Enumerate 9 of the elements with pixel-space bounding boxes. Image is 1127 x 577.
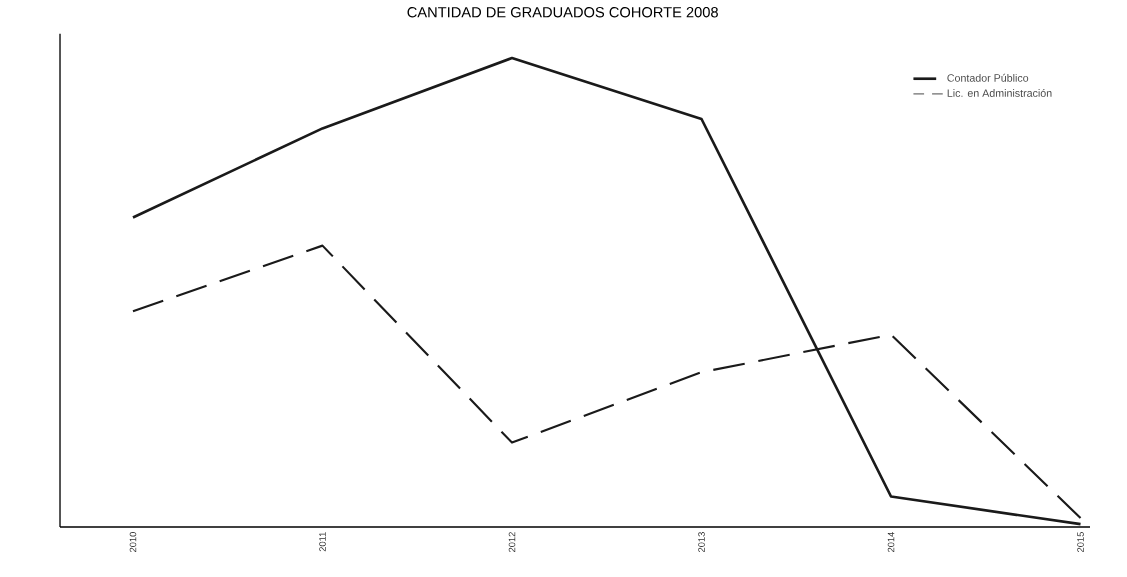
legend-label: Lic. en Administración bbox=[947, 88, 1052, 97]
x-tick-label: 2015 bbox=[1077, 532, 1084, 552]
x-tick-label: 2014 bbox=[887, 531, 895, 552]
chart-title: CANTIDAD DE GRADUADOS COHORTE 2008 bbox=[407, 7, 718, 18]
x-tick-label: 2010 bbox=[129, 532, 137, 552]
legend-label: Contador Público bbox=[947, 73, 1029, 82]
x-tick-label: 2012 bbox=[508, 532, 516, 552]
x-tick-label: 2013 bbox=[698, 532, 705, 552]
x-tick-label: 2011 bbox=[319, 532, 326, 552]
